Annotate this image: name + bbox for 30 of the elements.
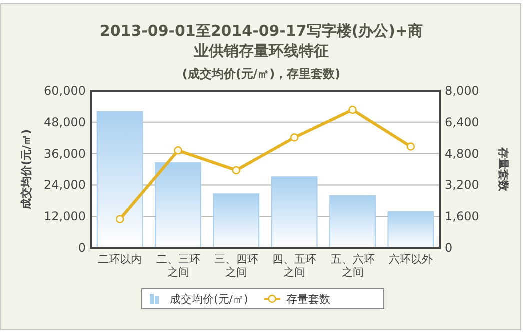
- y-axis-title: 成交均价(元/㎡): [20, 129, 33, 211]
- y-tick-label: 36,000: [44, 146, 86, 161]
- y2-tick-label: 4,800: [445, 146, 480, 161]
- y-tick-label: 12,000: [44, 210, 86, 224]
- bar: [388, 211, 434, 248]
- point: [232, 166, 241, 175]
- y2-tick-label: 8,000: [445, 84, 480, 98]
- y2-tick-label: 0: [445, 241, 453, 255]
- y-tick-label: 48,000: [44, 115, 86, 130]
- y-tick-label: 24,000: [44, 178, 86, 192]
- point: [174, 146, 182, 155]
- y2-tick-label: 1,600: [445, 210, 480, 224]
- bar: [213, 194, 260, 248]
- bar: [330, 195, 376, 248]
- y2-axis-title: 存量套数: [497, 146, 510, 192]
- y2-tick-label: 6,400: [445, 115, 480, 130]
- y-tick-label: 0: [78, 241, 86, 255]
- bar: [155, 162, 202, 248]
- point: [116, 215, 124, 224]
- y2-tick-label: 3,200: [445, 178, 480, 192]
- chart-subtitle: (成交均价(元/㎡)，存里套数): [182, 67, 341, 81]
- y-tick-label: 60,000: [44, 84, 86, 98]
- legend-label: 存量套数: [286, 293, 330, 306]
- bar: [96, 111, 144, 248]
- bar: [271, 176, 318, 248]
- title: 2013-09-01至2014-09-17写字楼(办公)+商业供销存量环线特征: [100, 22, 424, 60]
- point: [348, 106, 357, 114]
- point: [290, 134, 299, 142]
- legend-label: 成交均价(元/㎡): [170, 293, 248, 306]
- point: [406, 142, 416, 151]
